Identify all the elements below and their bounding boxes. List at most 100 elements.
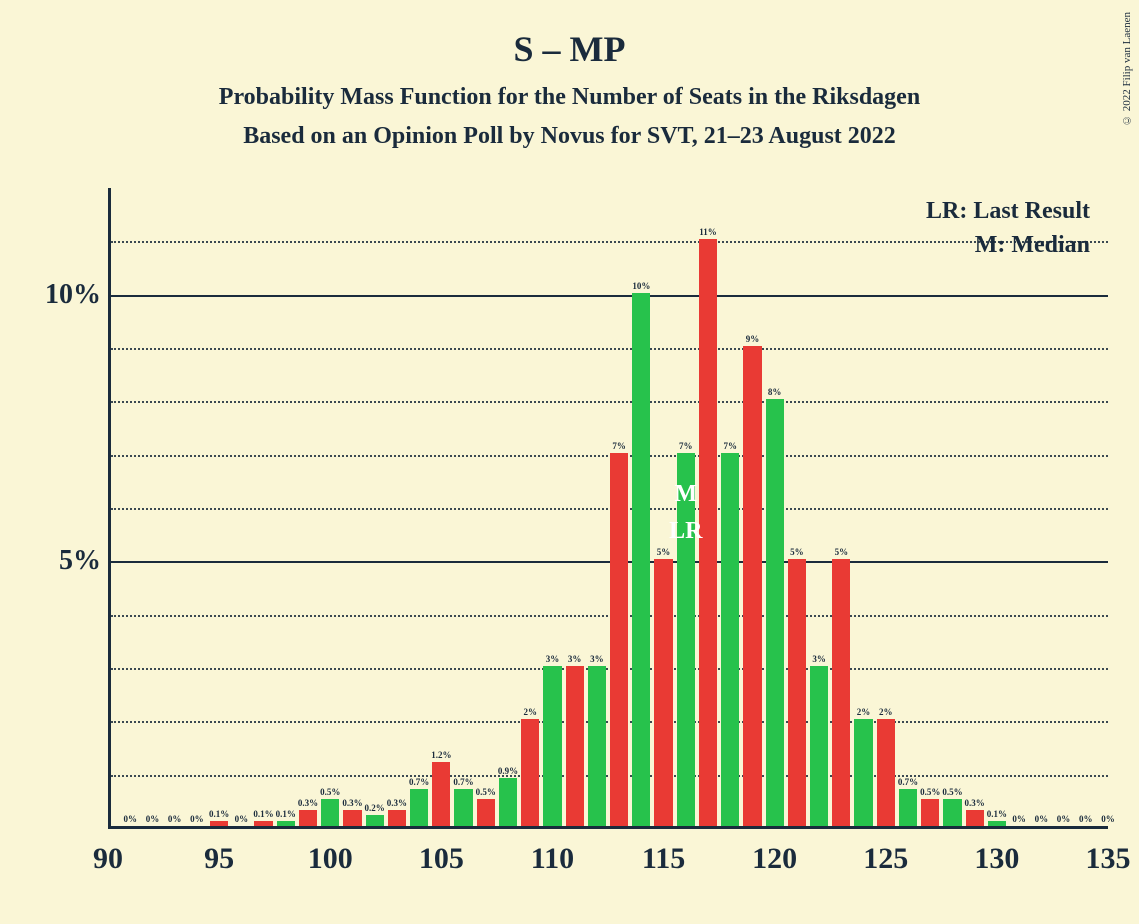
y-axis-label: 5% — [59, 545, 101, 577]
bar-value-label: 1.2% — [431, 750, 451, 760]
bar-value-label: 0.5% — [942, 787, 962, 797]
bar-value-label: 3% — [590, 654, 604, 664]
bar-value-label: 0.1% — [253, 809, 273, 819]
bar-green — [810, 666, 828, 826]
bar-red — [388, 810, 406, 826]
bar-green — [766, 399, 784, 826]
plot-area: LR: Last Result M: Median 0% 0% 0% 0% 0.1% 0%… — [108, 188, 1108, 828]
bar-red — [654, 559, 672, 826]
bar-red — [210, 821, 228, 826]
bar-green — [988, 821, 1006, 826]
bar-value-label: 0.1% — [276, 809, 296, 819]
chart-title: S – MP — [0, 0, 1139, 70]
bar-value-label: 0.5% — [320, 787, 340, 797]
x-axis-label: 130 — [974, 842, 1019, 876]
bar-value-label: 10% — [632, 281, 650, 291]
bar-value-label: 5% — [790, 547, 804, 557]
bar-green — [454, 789, 472, 826]
gridline-minor — [111, 241, 1108, 243]
bar-red — [788, 559, 806, 826]
bar-green — [721, 453, 739, 826]
bar-green — [632, 293, 650, 826]
bar-value-label: 0% — [168, 814, 182, 824]
bar-red — [566, 666, 584, 826]
x-axis-label: 110 — [531, 842, 574, 876]
bar-red — [477, 799, 495, 826]
bar-value-label: 5% — [835, 547, 849, 557]
bar-value-label: 5% — [657, 547, 671, 557]
copyright-text: © 2022 Filip van Laenen — [1121, 12, 1133, 126]
bar-value-label: 7% — [679, 441, 693, 451]
bar-value-label: 0.9% — [498, 766, 518, 776]
x-axis-label: 100 — [308, 842, 353, 876]
bar-red — [921, 799, 939, 826]
bar-value-label: 0% — [235, 814, 249, 824]
bar-value-label: 0.3% — [342, 798, 362, 808]
bar-green — [677, 453, 695, 826]
bar-value-label: 0.2% — [365, 803, 385, 813]
bar-red — [254, 821, 272, 826]
bar-value-label: 7% — [723, 441, 737, 451]
x-axis — [108, 826, 1108, 829]
gridline-major — [111, 295, 1108, 297]
chart-subtitle-1: Probability Mass Function for the Number… — [0, 84, 1139, 111]
bar-value-label: 0.5% — [476, 787, 496, 797]
bar-value-label: 0.3% — [387, 798, 407, 808]
bar-value-label: 2% — [879, 707, 893, 717]
median-marker: M — [674, 481, 697, 508]
last-result-marker: LR — [669, 518, 702, 545]
chart-subtitle-2: Based on an Opinion Poll by Novus for SV… — [0, 123, 1139, 150]
legend-median: M: Median — [975, 232, 1090, 259]
bar-red — [610, 453, 628, 826]
bar-green — [943, 799, 961, 826]
x-axis-label: 120 — [752, 842, 797, 876]
bar-value-label: 0% — [1057, 814, 1071, 824]
bar-red — [521, 719, 539, 826]
bar-value-label: 0.7% — [453, 777, 473, 787]
bar-value-label: 0% — [190, 814, 204, 824]
bar-green — [543, 666, 561, 826]
bar-value-label: 2% — [523, 707, 537, 717]
bar-red — [832, 559, 850, 826]
bar-value-label: 0.5% — [920, 787, 940, 797]
bar-red — [966, 810, 984, 826]
bar-green — [499, 778, 517, 826]
bar-value-label: 8% — [768, 387, 782, 397]
bar-red — [432, 762, 450, 826]
bar-value-label: 2% — [857, 707, 871, 717]
x-axis-label: 135 — [1086, 842, 1131, 876]
bar-red — [743, 346, 761, 826]
bar-value-label: 0.7% — [409, 777, 429, 787]
chart-container: S – MP Probability Mass Function for the… — [0, 0, 1139, 924]
x-axis-label: 90 — [93, 842, 123, 876]
bar-green — [899, 789, 917, 826]
bar-value-label: 0% — [123, 814, 137, 824]
x-axis-label: 105 — [419, 842, 464, 876]
bar-value-label: 0% — [1012, 814, 1026, 824]
bar-value-label: 0% — [1101, 814, 1115, 824]
bar-green — [277, 821, 295, 826]
bar-red — [877, 719, 895, 826]
bar-value-label: 0.3% — [298, 798, 318, 808]
x-axis-label: 115 — [642, 842, 685, 876]
bar-value-label: 0.3% — [965, 798, 985, 808]
bar-value-label: 3% — [568, 654, 582, 664]
x-axis-label: 125 — [863, 842, 908, 876]
bar-red — [299, 810, 317, 826]
gridline-minor — [111, 348, 1108, 350]
bar-value-label: 3% — [546, 654, 560, 664]
y-axis-label: 10% — [45, 279, 101, 311]
legend-last-result: LR: Last Result — [926, 198, 1090, 225]
bar-green — [854, 719, 872, 826]
bar-green — [410, 789, 428, 826]
bar-value-label: 0.7% — [898, 777, 918, 787]
bar-red — [343, 810, 361, 826]
bar-value-label: 0% — [1035, 814, 1049, 824]
bar-value-label: 0.1% — [987, 809, 1007, 819]
bar-value-label: 0% — [146, 814, 160, 824]
bar-value-label: 9% — [746, 334, 760, 344]
bar-green — [366, 815, 384, 826]
bar-value-label: 11% — [699, 227, 717, 237]
gridline-minor — [111, 401, 1108, 403]
x-axis-label: 95 — [204, 842, 234, 876]
